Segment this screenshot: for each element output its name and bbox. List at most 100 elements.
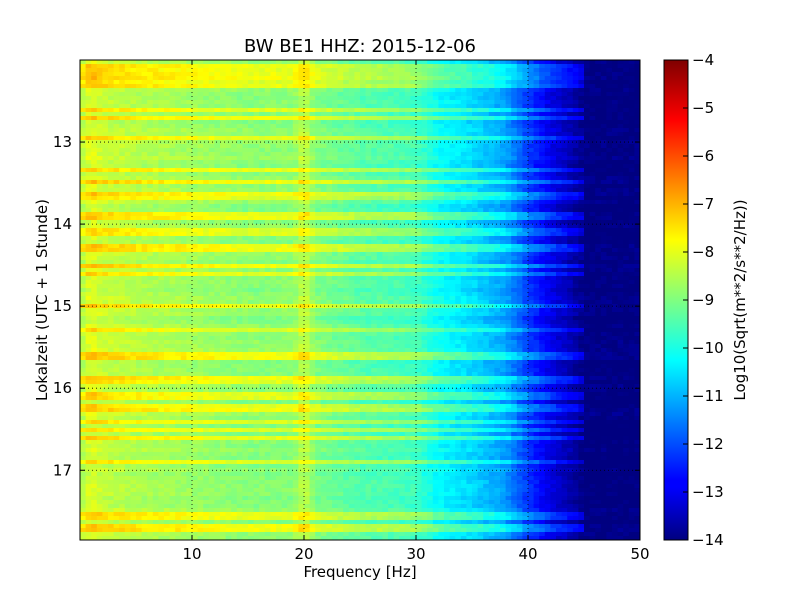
heatmap-cell [214,168,221,173]
heatmap-cell [399,152,406,157]
heatmap-cell [455,156,462,161]
heatmap-cell [600,120,607,125]
heatmap-cell [309,160,316,165]
heatmap-cell [427,120,434,125]
heatmap-cell [197,136,204,141]
heatmap-cell [192,176,199,181]
heatmap-cell [561,84,568,89]
heatmap-cell [259,152,266,157]
heatmap-cell [393,64,400,69]
heatmap-cell [124,204,131,209]
heatmap-cell [628,144,635,149]
heatmap-cell [192,148,199,153]
heatmap-cell [354,216,361,221]
heatmap-cell [253,240,260,245]
heatmap-cell [572,160,579,165]
heatmap-cell [85,228,92,233]
heatmap-cell [136,76,143,81]
heatmap-cell [102,108,109,113]
heatmap-cell [180,240,187,245]
heatmap-cell [494,76,501,81]
heatmap-cell [259,168,266,173]
heatmap-cell [326,64,333,69]
heatmap-cell [147,68,154,73]
heatmap-cell [455,236,462,241]
heatmap-cell [455,104,462,109]
heatmap-cell [147,204,154,209]
heatmap-cell [164,80,171,85]
heatmap-cell [595,204,602,209]
heatmap-cell [505,204,512,209]
heatmap-cell [455,164,462,169]
heatmap-cell [427,108,434,113]
heatmap-cell [192,208,199,213]
heatmap-cell [522,96,529,101]
heatmap-cell [600,76,607,81]
heatmap-cell [404,68,411,73]
heatmap-cell [315,236,322,241]
heatmap-cell [304,128,311,133]
heatmap-cell [186,120,193,125]
heatmap-cell [298,108,305,113]
heatmap-cell [80,84,87,89]
heatmap-cell [192,256,199,261]
heatmap-cell [242,252,249,257]
heatmap-cell [494,200,501,205]
heatmap-cell [365,248,372,253]
heatmap-cell [141,84,148,89]
heatmap-cell [404,112,411,117]
heatmap-cell [617,236,624,241]
heatmap-cell [623,92,630,97]
heatmap-cell [533,204,540,209]
heatmap-cell [270,92,277,97]
heatmap-cell [136,176,143,181]
heatmap-cell [360,156,367,161]
heatmap-cell [186,84,193,89]
heatmap-cell [444,120,451,125]
heatmap-cell [365,212,372,217]
heatmap-cell [634,244,640,249]
heatmap-cell [102,168,109,173]
heatmap-cell [556,224,563,229]
heatmap-cell [584,188,591,193]
heatmap-cell [371,220,378,225]
heatmap-cell [617,64,624,69]
heatmap-cell [595,236,602,241]
heatmap-cell [320,132,327,137]
heatmap-cell [589,256,596,261]
heatmap-cell [533,180,540,185]
heatmap-cell [91,72,98,77]
heatmap-cell [147,72,154,77]
heatmap-cell [617,124,624,129]
heatmap-cell [460,216,467,221]
heatmap-cell [388,84,395,89]
heatmap-cell [102,60,109,65]
heatmap-cell [276,240,283,245]
heatmap-cell [343,160,350,165]
heatmap-cell [628,96,635,101]
heatmap-cell [220,216,227,221]
heatmap-cell [634,124,640,129]
heatmap-cell [505,148,512,153]
heatmap-cell [572,124,579,129]
heatmap-cell [102,164,109,169]
heatmap-cell [315,128,322,133]
heatmap-cell [259,240,266,245]
heatmap-cell [175,140,182,145]
heatmap-cell [164,256,171,261]
heatmap-cell [264,236,271,241]
heatmap-cell [169,164,176,169]
heatmap-cell [589,96,596,101]
heatmap-cell [236,184,243,189]
heatmap-cell [108,220,115,225]
heatmap-cell [516,176,523,181]
heatmap-cell [567,108,574,113]
heatmap-cell [388,244,395,249]
heatmap-cell [259,256,266,261]
heatmap-cell [315,76,322,81]
heatmap-cell [544,180,551,185]
heatmap-cell [309,100,316,105]
heatmap-cell [136,220,143,225]
heatmap-cell [231,180,238,185]
heatmap-cell [472,144,479,149]
